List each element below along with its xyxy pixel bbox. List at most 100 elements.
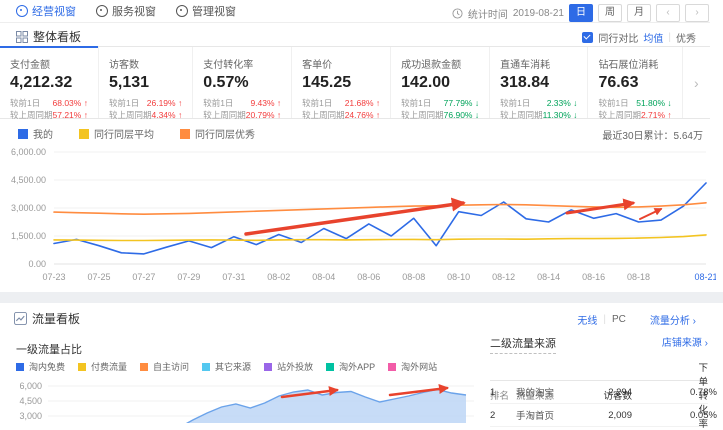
trend-30day-total: 最近30日累计：5.64万 bbox=[602, 131, 703, 142]
kpi-day-compare-label: 较前1日 bbox=[598, 98, 629, 108]
svg-text:08-10: 08-10 bbox=[447, 272, 470, 282]
kpi-week-compare-label: 较上周同期 bbox=[401, 110, 444, 120]
legend-item[interactable]: 站外投放 bbox=[264, 360, 313, 373]
legend-swatch bbox=[140, 362, 149, 371]
kpi-value: 76.63 bbox=[598, 74, 639, 91]
kpi-week-compare-label: 较上周同期 bbox=[500, 110, 543, 120]
shop-source-link[interactable]: 店铺来源 › bbox=[661, 338, 708, 349]
compare-average-link[interactable]: 均值 bbox=[643, 34, 664, 45]
legend-label: 淘外网站 bbox=[401, 362, 438, 372]
tab-business-window[interactable]: 经营视窗 bbox=[16, 3, 76, 19]
tab-label: 管理视窗 bbox=[192, 6, 236, 18]
board-header-row: 整体看板 同行对比 均值 | 优秀 bbox=[0, 24, 710, 46]
kpi-week-compare-label: 较上周同期 bbox=[598, 110, 641, 120]
legend-item[interactable]: 同行同层平均 bbox=[79, 126, 154, 141]
svg-text:08-08: 08-08 bbox=[402, 272, 425, 282]
legend-item[interactable]: 淘内免费 bbox=[16, 360, 65, 373]
kpi-card-3[interactable]: 支付转化率 0.57% 较前1日 9.43% ↑ 较上周同期 20.79% ↑ bbox=[192, 47, 291, 120]
kpi-week-compare-label: 较上周同期 bbox=[203, 110, 246, 120]
legend-swatch bbox=[180, 128, 190, 139]
legend-label: 付费流量 bbox=[91, 362, 128, 372]
kpi-next-arrow-icon[interactable]: › bbox=[681, 47, 710, 118]
traffic-chart-legend: 淘内免费 付费流量 自主访问 其它来源 站外投放 淘外APP 淘外网站 bbox=[16, 360, 437, 373]
traffic-board-title: 流量看板 bbox=[14, 310, 80, 327]
traffic-board-title-text: 流量看板 bbox=[32, 312, 81, 326]
svg-text:07-25: 07-25 bbox=[87, 272, 110, 282]
kpi-week-compare-value: 4.34% ↑ bbox=[151, 110, 183, 120]
kpi-day-compare-value: 51.80% ↓ bbox=[636, 98, 672, 108]
kpi-day-compare-label: 较前1日 bbox=[302, 98, 333, 108]
kpi-card-6[interactable]: 直通车消耗 318.84 较前1日 2.33% ↓ 较上周同期 11.30% ↓ bbox=[489, 47, 587, 120]
legend-item[interactable]: 自主访问 bbox=[140, 360, 189, 373]
svg-text:08-21: 08-21 bbox=[694, 272, 716, 282]
kpi-card-2[interactable]: 访客数 5,131 较前1日 26.19% ↑ 较上周同期 4.34% ↑ bbox=[97, 47, 192, 120]
legend-item[interactable]: 付费流量 bbox=[78, 360, 127, 373]
svg-text:08-18: 08-18 bbox=[627, 272, 650, 282]
dashboard-grid-icon bbox=[16, 30, 28, 43]
svg-text:0.00: 0.00 bbox=[28, 259, 46, 269]
kpi-day-compare-value: 26.19% ↑ bbox=[146, 98, 183, 108]
kpi-day-compare-label: 较前1日 bbox=[10, 98, 41, 108]
kpi-day-compare-label: 较前1日 bbox=[108, 98, 140, 108]
legend-label: 其它来源 bbox=[215, 362, 252, 372]
peer-compare-checkbox[interactable] bbox=[582, 32, 594, 43]
legend-swatch bbox=[264, 362, 273, 371]
legend-label: 淘内免费 bbox=[29, 362, 66, 372]
kpi-value: 142.00 bbox=[401, 74, 451, 91]
period-week-button[interactable]: 周 bbox=[598, 4, 622, 22]
table-row[interactable]: 2 手淘首页 2,009 0.05% bbox=[490, 404, 717, 427]
source-cell[interactable]: 手淘首页 bbox=[516, 411, 555, 422]
legend-item[interactable]: 淘外APP bbox=[326, 360, 375, 373]
line-chart-icon bbox=[14, 312, 27, 325]
kpi-name: 成功退款金额 bbox=[401, 60, 462, 71]
kpi-name: 钻石展位消耗 bbox=[598, 60, 659, 71]
svg-text:07-27: 07-27 bbox=[132, 272, 155, 282]
legend-item[interactable]: 其它来源 bbox=[202, 360, 251, 373]
kpi-name: 支付转化率 bbox=[203, 60, 254, 71]
svg-text:08-06: 08-06 bbox=[357, 272, 380, 282]
secondary-traffic-title: 二级流量来源 bbox=[490, 335, 556, 354]
kpi-value: 0.57% bbox=[203, 74, 249, 91]
legend-item[interactable]: 我的 bbox=[18, 126, 53, 141]
table-body: 1 我的淘宝 2,294 0.78% 2 手淘首页 2,009 0.05% bbox=[490, 381, 717, 427]
table-row[interactable]: 1 我的淘宝 2,294 0.78% bbox=[490, 381, 717, 404]
period-month-button[interactable]: 月 bbox=[627, 4, 651, 22]
table-header-row: 排名 流量来源 访客数 下单转化率 bbox=[490, 360, 708, 430]
chevron-right-icon[interactable]: › bbox=[685, 4, 709, 22]
kpi-card-5[interactable]: 成功退款金额 142.00 较前1日 77.79% ↓ 较上周同期 76.90% ↓ bbox=[390, 47, 489, 120]
window-icon bbox=[16, 5, 28, 17]
kpi-card-row: 支付金额 4,212.32 较前1日 68.03% ↑ 较上周同期 57.21% ↑ 访客数… bbox=[0, 46, 710, 120]
wireless-toggle[interactable]: 无线 bbox=[577, 316, 598, 327]
tab-manage-window[interactable]: 管理视窗 bbox=[176, 3, 236, 19]
section-divider bbox=[0, 292, 723, 303]
svg-text:08-12: 08-12 bbox=[492, 272, 515, 282]
kpi-card-1[interactable]: 支付金额 4,212.32 较前1日 68.03% ↑ 较上周同期 57.21% ↑ bbox=[0, 46, 98, 120]
stat-time-label: 统计时间 bbox=[467, 9, 508, 21]
kpi-week-compare-label: 较上周同期 bbox=[108, 110, 152, 120]
trend-line-chart[interactable]: 0.00 1,500.00 3,000.00 4,500.00 6,000.00 07-2… bbox=[4, 140, 716, 292]
compare-excellent-link[interactable]: 优秀 bbox=[676, 34, 696, 45]
svg-text:07-29: 07-29 bbox=[177, 272, 200, 282]
legend-label: 同行同层优秀 bbox=[195, 130, 255, 141]
visitors-cell: 2,009 bbox=[608, 409, 632, 421]
kpi-value: 145.25 bbox=[302, 74, 352, 91]
legend-label: 淘外APP bbox=[339, 362, 376, 372]
legend-item[interactable]: 同行同层优秀 bbox=[180, 126, 255, 141]
legend-item[interactable]: 淘外网站 bbox=[388, 360, 437, 373]
svg-text:3,000: 3,000 bbox=[19, 411, 42, 421]
kpi-day-compare-value: 2.33% ↓ bbox=[546, 98, 578, 108]
kpi-week-compare-label: 较上周同期 bbox=[10, 110, 53, 120]
source-cell[interactable]: 我的淘宝 bbox=[516, 388, 555, 399]
tab-service-window[interactable]: 服务视窗 bbox=[96, 3, 156, 19]
kpi-name: 访客数 bbox=[108, 60, 139, 71]
traffic-area-chart[interactable]: 6,000 4,500 3,000 bbox=[4, 378, 482, 423]
legend-swatch bbox=[79, 128, 89, 139]
period-day-button[interactable]: 日 bbox=[569, 4, 593, 22]
traffic-analysis-link[interactable]: 流量分析 › bbox=[649, 316, 696, 327]
pc-toggle[interactable]: PC bbox=[611, 314, 626, 325]
stat-date[interactable]: 2019-08-21 bbox=[512, 7, 564, 19]
kpi-value: 5,131 bbox=[108, 74, 150, 91]
chevron-left-icon[interactable]: ‹ bbox=[656, 4, 680, 22]
kpi-card-4[interactable]: 客单价 145.25 较前1日 21.68% ↑ 较上周同期 24.76% ↑ bbox=[291, 47, 390, 120]
kpi-card-7[interactable]: 钻石展位消耗 76.63 较前1日 51.80% ↓ 较上周同期 2.71% ↑ bbox=[587, 47, 681, 120]
